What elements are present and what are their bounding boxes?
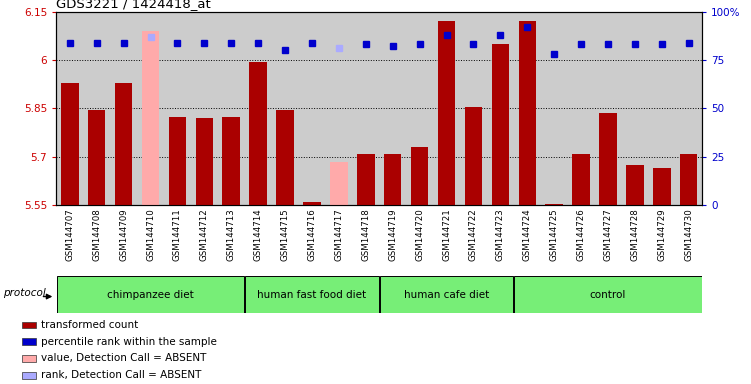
Text: percentile rank within the sample: percentile rank within the sample: [41, 337, 216, 347]
Bar: [23, 372, 35, 379]
Bar: [88, 110, 105, 205]
Bar: [169, 117, 186, 205]
Bar: [514, 276, 701, 313]
Text: control: control: [590, 290, 626, 300]
Bar: [653, 168, 671, 205]
Bar: [115, 83, 132, 205]
Bar: [246, 276, 379, 313]
Text: human fast food diet: human fast food diet: [258, 290, 366, 300]
Bar: [545, 204, 563, 205]
Bar: [518, 21, 536, 205]
Text: value, Detection Call = ABSENT: value, Detection Call = ABSENT: [41, 353, 207, 364]
Bar: [23, 321, 35, 328]
Bar: [680, 154, 698, 205]
Bar: [357, 154, 375, 205]
Text: chimpanzee diet: chimpanzee diet: [107, 290, 194, 300]
Bar: [330, 162, 348, 205]
Bar: [384, 154, 402, 205]
Bar: [195, 118, 213, 205]
Bar: [626, 165, 644, 205]
Bar: [61, 83, 79, 205]
Bar: [249, 61, 267, 205]
Bar: [57, 276, 244, 313]
Text: human cafe diet: human cafe diet: [404, 290, 489, 300]
Bar: [23, 355, 35, 362]
Bar: [492, 44, 509, 205]
Bar: [276, 110, 294, 205]
Bar: [438, 21, 455, 205]
Bar: [380, 276, 513, 313]
Text: protocol: protocol: [3, 288, 46, 298]
Bar: [142, 31, 159, 205]
Bar: [599, 113, 617, 205]
Bar: [222, 117, 240, 205]
Bar: [465, 107, 482, 205]
Text: GDS3221 / 1424418_at: GDS3221 / 1424418_at: [56, 0, 211, 10]
Text: transformed count: transformed count: [41, 320, 138, 330]
Text: rank, Detection Call = ABSENT: rank, Detection Call = ABSENT: [41, 370, 201, 380]
Bar: [303, 202, 321, 205]
Bar: [411, 147, 428, 205]
Bar: [23, 338, 35, 345]
Bar: [572, 154, 590, 205]
